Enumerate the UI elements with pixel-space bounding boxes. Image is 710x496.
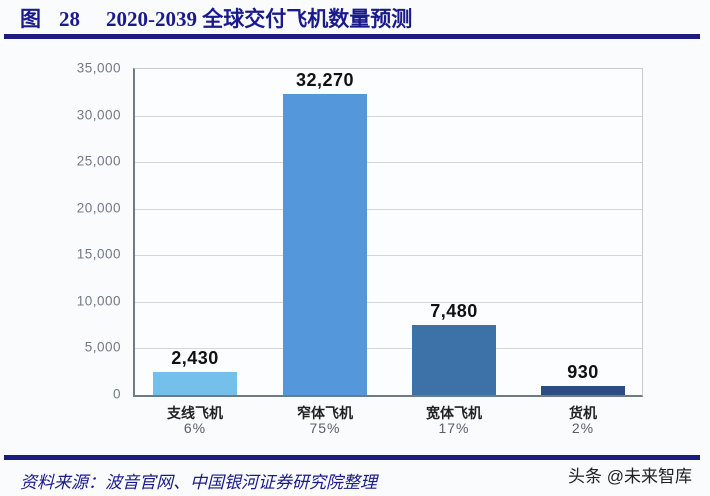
plot-area: 2,430 32,270 7,480 930 (133, 68, 643, 397)
bar-value-label: 2,430 (171, 348, 219, 369)
gridline (135, 162, 642, 164)
gridline (135, 348, 642, 350)
category-label: 宽体飞机 (426, 405, 482, 421)
source-note: 资料来源：波音官网、中国银河证券研究院整理 (20, 473, 377, 492)
bar-2 (283, 94, 367, 395)
y-tick-label: 35,000 (76, 60, 121, 76)
bottom-divider (4, 455, 700, 460)
category-label: 货机 (569, 405, 597, 421)
figure-title: 图 28 2020-2039 全球交付飞机数量预测 (20, 4, 412, 34)
y-tick-label: 0 (112, 386, 121, 402)
category-share: 2% (571, 420, 595, 436)
gridline (135, 115, 642, 117)
category-label: 支线飞机 (167, 405, 223, 421)
y-tick-label: 30,000 (76, 107, 121, 123)
bar-value-label: 32,270 (295, 70, 355, 91)
bar-value-label: 930 (567, 362, 599, 383)
y-tick-label: 20,000 (76, 200, 121, 216)
y-tick-label: 5,000 (84, 339, 121, 355)
figure-number: 28 (59, 7, 80, 31)
top-divider (4, 34, 700, 39)
category-share: 75% (309, 420, 341, 436)
bar-3 (412, 325, 496, 395)
figure-label: 图 (20, 7, 41, 31)
watermark: 头条 @未来智库 (568, 467, 692, 486)
category-share: 17% (438, 420, 470, 436)
gridline (135, 301, 642, 303)
figure-title-text: 2020-2039 全球交付飞机数量预测 (106, 7, 413, 31)
bar-value-label: 7,480 (430, 301, 478, 322)
y-tick-label: 25,000 (76, 153, 121, 169)
y-tick-label: 15,000 (76, 246, 121, 262)
category-label: 窄体飞机 (297, 405, 353, 421)
bar-1 (153, 372, 237, 395)
bar-4 (541, 386, 625, 395)
category-share: 6% (183, 420, 207, 436)
y-tick-label: 10,000 (76, 293, 121, 309)
gridline (135, 255, 642, 257)
gridline (135, 208, 642, 210)
